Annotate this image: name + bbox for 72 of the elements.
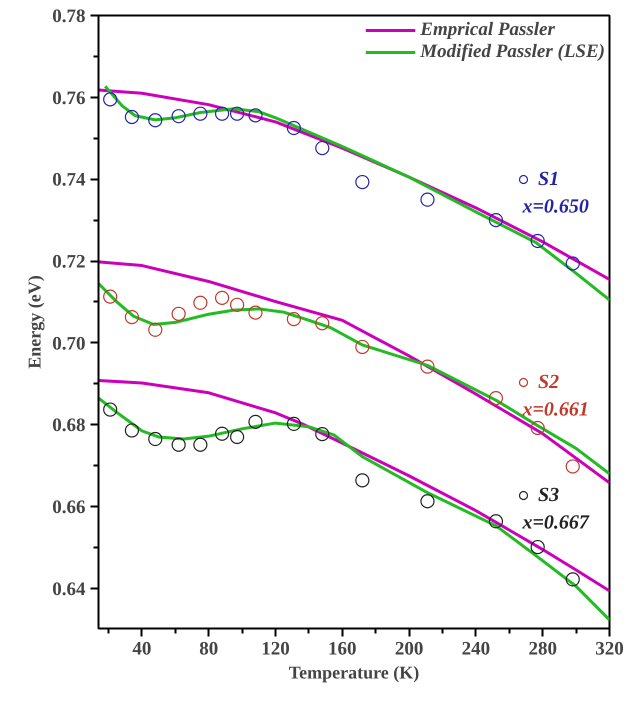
point: [355, 340, 370, 354]
y-tick-label: 0.64: [52, 578, 86, 600]
point: [420, 192, 435, 207]
annotation: x=0.650: [522, 195, 589, 218]
point: [248, 306, 263, 320]
x-tick-label: 80: [199, 638, 218, 660]
point: [286, 120, 301, 136]
point: [248, 108, 263, 122]
point: [566, 459, 580, 474]
point: [172, 438, 186, 452]
y-tick-label: 0.70: [52, 333, 86, 354]
y-tick-label: 0.78: [52, 6, 86, 27]
point: [286, 416, 301, 431]
y-tick-label: 0.76: [52, 88, 86, 109]
point: [214, 290, 230, 305]
point: [103, 92, 118, 106]
point: [230, 298, 244, 312]
point: [124, 423, 139, 438]
legend-label: Emprical Passler: [420, 19, 555, 41]
point: [530, 234, 545, 248]
y-tick-label: 0.68: [52, 415, 86, 436]
point: [488, 514, 504, 528]
point: [172, 306, 186, 321]
point: [103, 290, 118, 304]
x-tick-label: 200: [394, 638, 424, 660]
x-tick-label: 240: [462, 638, 490, 660]
point: [530, 420, 545, 436]
point: [124, 310, 139, 324]
point: [230, 106, 244, 121]
annotation: x=0.661: [522, 398, 589, 420]
legend-label: Modified Passler (LSE): [420, 41, 605, 63]
point: [530, 540, 545, 554]
point: [230, 430, 244, 444]
x-tick-label: 120: [261, 638, 290, 660]
line-series: [98, 396, 610, 622]
y-tick-label: 0.74: [52, 170, 86, 191]
legend-label: S3: [538, 484, 560, 507]
x-tick-label: 320: [595, 638, 624, 660]
point: [193, 296, 208, 310]
point: [172, 109, 186, 124]
annotation: x=0.667: [522, 511, 590, 534]
point: [148, 113, 162, 128]
point: [355, 473, 370, 488]
x-axis-title: Temperature (K): [288, 662, 420, 682]
x-tick-label: 40: [132, 638, 152, 660]
legend-label: S2: [538, 370, 560, 394]
point: [315, 141, 330, 156]
point: [148, 322, 162, 337]
point: [148, 432, 162, 446]
point: [124, 110, 139, 124]
point: [566, 572, 580, 586]
point: [420, 360, 435, 374]
point: [315, 427, 330, 442]
x-tick-label: 160: [328, 638, 357, 660]
point: [214, 106, 230, 121]
point: [248, 414, 263, 429]
point: [315, 316, 330, 330]
y-tick-label: 0.72: [52, 252, 86, 273]
point: [488, 213, 504, 228]
point: [193, 106, 208, 121]
x-tick-label: 280: [528, 638, 557, 660]
point: [355, 174, 370, 190]
point: [488, 391, 504, 406]
point: [286, 312, 301, 326]
legend-label: S1: [538, 168, 560, 191]
point: [214, 426, 230, 441]
y-tick-label: 0.66: [52, 497, 86, 518]
y-axis-title: Energy (eV): [24, 275, 44, 369]
point: [193, 438, 208, 452]
point: [420, 494, 435, 508]
point: [566, 256, 580, 271]
point: [103, 402, 118, 417]
